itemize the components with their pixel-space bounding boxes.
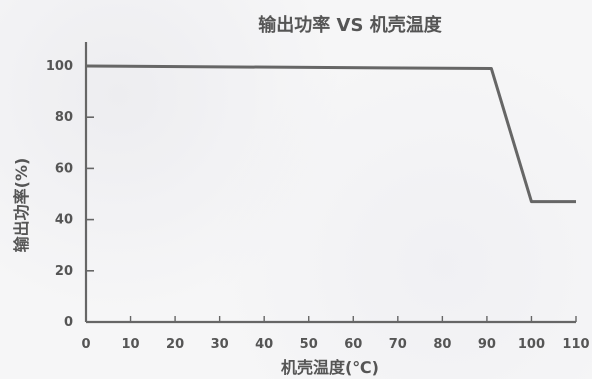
- x-tick-label: 20: [166, 337, 184, 352]
- x-tick-label: 110: [562, 337, 589, 352]
- x-tick-label: 70: [389, 337, 407, 352]
- y-tick-label: 20: [55, 264, 73, 279]
- power-derating-line: [85, 64, 576, 204]
- y-tick-label: 40: [55, 213, 73, 228]
- x-tick-label: 60: [344, 337, 362, 352]
- y-tick-label: 80: [55, 110, 73, 125]
- x-tick-label: 10: [121, 337, 139, 352]
- chart-title: 输出功率 VS 机壳温度: [258, 14, 442, 36]
- x-axis-label: 机壳温度(℃): [281, 358, 379, 377]
- x-tick-label: 50: [300, 337, 318, 352]
- y-axis-label: 输出功率(%): [12, 158, 31, 253]
- x-tick-label: 90: [478, 337, 496, 352]
- y-tick-label: 0: [64, 315, 73, 330]
- x-tick-label: 0: [81, 337, 90, 352]
- x-tick-label: 100: [518, 337, 545, 352]
- x-tick-label: 80: [433, 337, 451, 352]
- x-tick-label: 40: [255, 337, 273, 352]
- y-tick-label: 100: [46, 59, 73, 74]
- x-tick-label: 30: [211, 337, 229, 352]
- y-tick-label: 60: [55, 161, 73, 176]
